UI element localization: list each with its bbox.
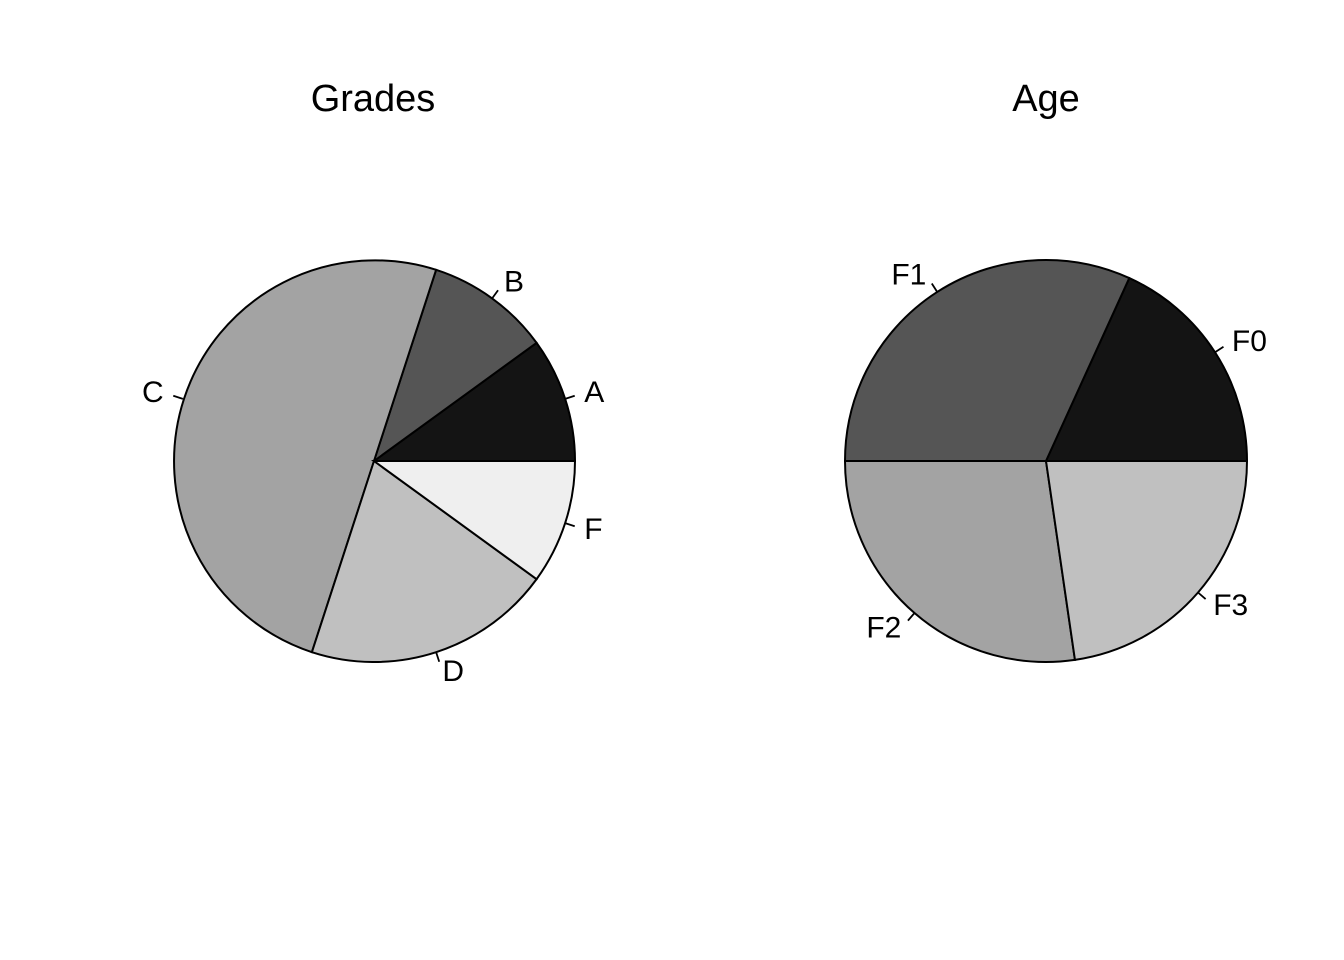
age-label-f0: F0: [1232, 325, 1267, 358]
age-label-f2: F2: [866, 612, 901, 645]
age-tick-f3: [1197, 591, 1207, 600]
age-tick-f1: [931, 283, 938, 293]
grades-tick-f: [564, 522, 575, 528]
age-tick-f2: [907, 612, 916, 622]
grades-chart-title: Grades: [311, 78, 436, 120]
grades-tick-b: [491, 289, 499, 299]
grades-label-b: B: [504, 266, 524, 299]
grades-label-d: D: [442, 655, 464, 688]
grades-slice-b: [372, 268, 539, 464]
age-slice-f0: [1044, 276, 1249, 462]
grades-slice-f: [370, 460, 577, 581]
grades-label-f: F: [584, 513, 602, 546]
grades-tick-c: [173, 394, 184, 400]
age-slice-f1: [843, 259, 1131, 462]
age-slice-f2: [843, 460, 1077, 663]
age-tick-f0: [1214, 346, 1224, 353]
grades-slice-a: [370, 341, 577, 462]
grades-label-a: A: [584, 376, 604, 409]
age-chart-title: Age: [1012, 78, 1080, 120]
age-label-f3: F3: [1213, 589, 1248, 622]
grades-pie-chart: Grades A B C D F: [142, 78, 604, 688]
grades-slice-c: [173, 259, 438, 654]
grades-tick-a: [564, 394, 575, 400]
grades-tick-d: [435, 651, 441, 662]
age-pie-chart: Age F0 F1 F2 F3: [843, 78, 1267, 663]
grades-slice-d: [310, 459, 539, 663]
age-label-f1: F1: [891, 259, 926, 292]
grades-label-c: C: [142, 376, 164, 409]
age-slice-f3: [1044, 460, 1249, 662]
